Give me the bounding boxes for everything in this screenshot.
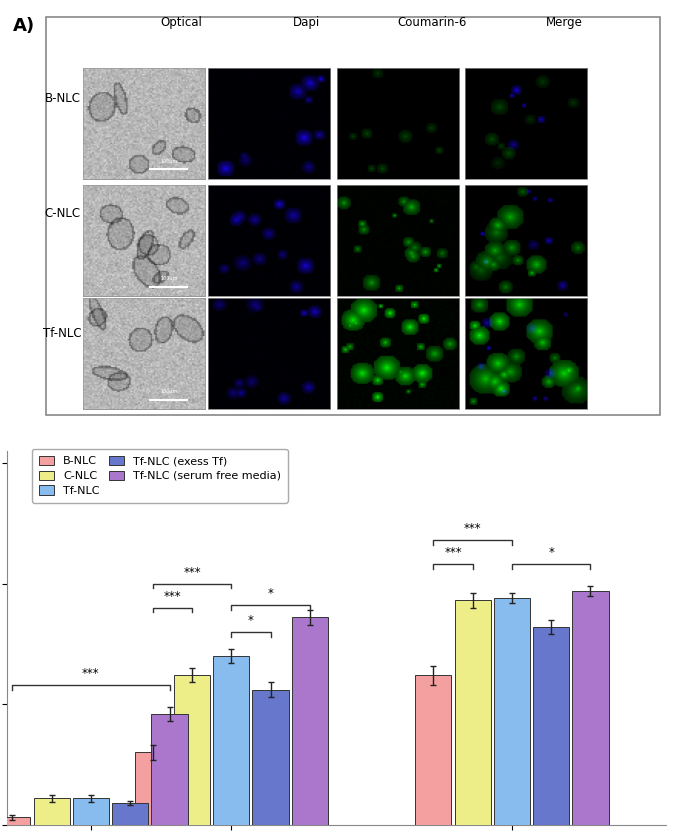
Bar (112, 803, 148, 825)
Bar (465, 298, 587, 409)
Bar (415, 676, 452, 825)
Bar (573, 591, 608, 825)
Bar (465, 185, 587, 297)
Text: B-NLC: B-NLC (45, 92, 81, 105)
Bar (174, 676, 210, 825)
Bar (454, 601, 491, 825)
Legend: B-NLC, C-NLC, Tf-NLC, Tf-NLC (exess Tf), Tf-NLC (serum free media): B-NLC, C-NLC, Tf-NLC, Tf-NLC (exess Tf),… (32, 449, 287, 502)
Bar (135, 752, 171, 825)
Bar (83, 298, 205, 409)
Bar (336, 298, 458, 409)
Bar (34, 798, 70, 825)
Bar (213, 656, 249, 825)
Text: 100μm: 100μm (160, 159, 178, 164)
Bar (252, 690, 289, 825)
Bar (336, 68, 458, 179)
Bar (208, 68, 330, 179)
Text: 100μm: 100μm (160, 389, 178, 394)
Text: C-NLC: C-NLC (44, 207, 81, 221)
Bar (83, 68, 205, 179)
Text: ***: *** (183, 566, 201, 579)
Text: Tf-NLC: Tf-NLC (44, 327, 82, 340)
Bar (0, 817, 30, 825)
Bar (494, 598, 530, 825)
Text: *: * (248, 614, 254, 627)
Bar (73, 798, 109, 825)
Bar (533, 627, 569, 825)
Bar (208, 185, 330, 297)
Bar (465, 68, 587, 179)
Text: ***: *** (444, 546, 462, 560)
Text: ***: *** (164, 590, 181, 603)
Text: Optical: Optical (161, 16, 203, 29)
Text: 100μm: 100μm (160, 276, 178, 281)
Text: ***: *** (82, 667, 100, 680)
Bar (151, 714, 188, 825)
Text: Merge: Merge (546, 16, 582, 29)
Text: A): A) (13, 17, 36, 34)
Text: Coumarin-6: Coumarin-6 (398, 16, 467, 29)
Text: Dapi: Dapi (293, 16, 320, 29)
Text: *: * (548, 546, 554, 560)
Text: ***: *** (464, 522, 481, 536)
Bar (292, 617, 328, 825)
Bar (336, 185, 458, 297)
Bar (208, 298, 330, 409)
Bar (83, 185, 205, 297)
Text: *: * (268, 587, 273, 601)
